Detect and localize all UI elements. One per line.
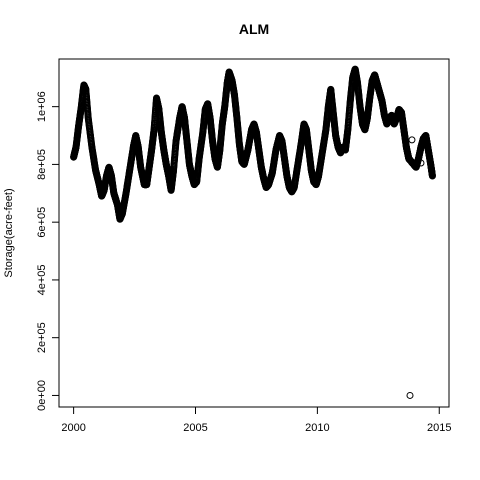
outlier-point bbox=[417, 159, 425, 167]
x-tick-label: 2010 bbox=[305, 422, 329, 434]
y-tick-label: 0e+00 bbox=[36, 380, 48, 411]
y-axis: 0e+00 2e+05 4e+05 6e+05 8e+05 1e+06 bbox=[36, 91, 60, 411]
x-axis: 2000 2005 2010 2015 bbox=[61, 406, 451, 434]
data-point bbox=[428, 172, 436, 180]
x-tick-label: 2000 bbox=[61, 422, 85, 434]
y-tick-label: 1e+06 bbox=[36, 91, 48, 122]
outlier-point bbox=[406, 391, 414, 399]
plot-frame bbox=[58, 58, 450, 408]
outlier-point bbox=[408, 136, 416, 144]
y-tick-label: 6e+05 bbox=[36, 207, 48, 238]
y-tick-label: 4e+05 bbox=[36, 264, 48, 295]
y-tick-label: 8e+05 bbox=[36, 149, 48, 180]
chart-title: ALM bbox=[239, 21, 269, 37]
x-tick-label: 2005 bbox=[183, 422, 207, 434]
x-tick-label: 2015 bbox=[427, 422, 451, 434]
y-axis-label: Storage(acre-feet) bbox=[3, 188, 15, 277]
y-tick-label: 2e+05 bbox=[36, 322, 48, 353]
data-series bbox=[70, 65, 436, 399]
